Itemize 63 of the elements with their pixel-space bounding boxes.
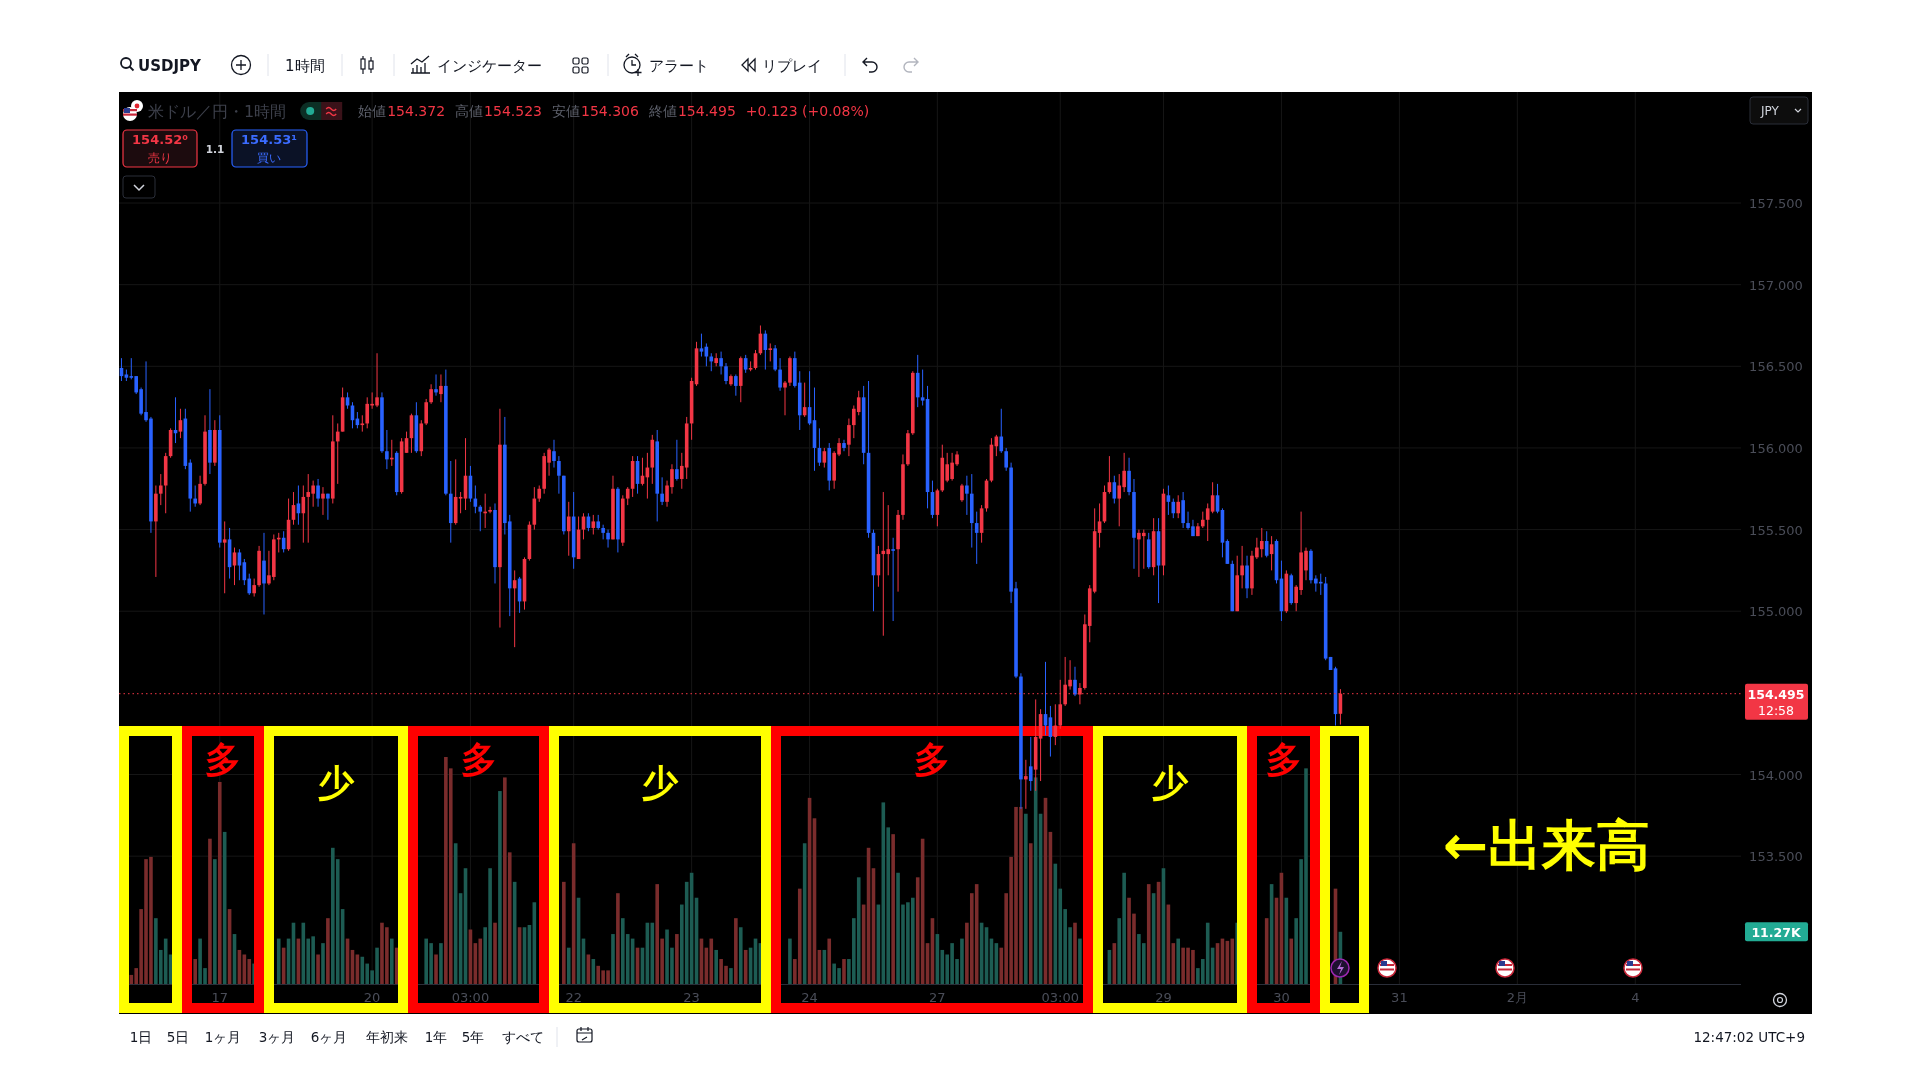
volume-scale-label: 11.27K: [1745, 922, 1808, 942]
annotation: 1時間: [285, 57, 325, 75]
annotation: 154.53¹: [241, 132, 297, 147]
x-tick-label: 4: [1631, 990, 1640, 1005]
ohlc-label: 始値: [358, 103, 387, 119]
annotation: インジケーター: [437, 57, 542, 75]
annotation: すべて: [502, 1029, 544, 1045]
y-tick-label: 157.000: [1749, 277, 1803, 293]
ohlc-value: 154.306: [581, 103, 639, 119]
x-tick-label: 22: [565, 990, 582, 1005]
annotation: 年初来: [366, 1029, 408, 1045]
y-tick-label: 153.500: [1749, 849, 1803, 865]
ohlc-value: 154.372: [387, 103, 446, 119]
ohlc-label: 高値: [455, 103, 484, 119]
annotation: USDJPY: [138, 57, 201, 75]
ohlc-value: +0.123 (+0.08%): [745, 103, 870, 119]
annotation: JPY: [1761, 104, 1779, 118]
annotation: 1ヶ月: [204, 1029, 242, 1045]
annotation: 少: [642, 762, 678, 803]
annotation: 多: [460, 739, 497, 780]
annotation: 売り: [148, 151, 172, 165]
ohlc-value: 154.523: [484, 103, 542, 119]
annotation: 多: [205, 739, 241, 780]
ref-line-label: 154.495 12:58: [1747, 686, 1805, 718]
annotation: 多: [1265, 739, 1302, 780]
annotation: 1.1: [205, 143, 225, 155]
annotation: 1年: [424, 1029, 448, 1045]
x-tick-label: 27: [929, 990, 946, 1005]
annotation: 6ヶ月: [310, 1029, 348, 1045]
annotation: リプレイ: [762, 57, 822, 75]
ohlc-value: 154.495: [677, 103, 736, 119]
x-tick-label: 20: [363, 990, 381, 1005]
annotation: 5日: [166, 1029, 190, 1045]
y-tick-label: 155.500: [1749, 522, 1803, 538]
y-tick-label: 156.500: [1749, 359, 1803, 375]
x-tick-label: 03:00: [451, 990, 490, 1005]
annotation: 買い: [257, 151, 281, 165]
y-tick-label: 157.500: [1749, 196, 1803, 212]
ref-line: 154.495 12:58: [118, 683, 1808, 720]
annotation: 少: [318, 762, 354, 803]
x-tick-label: 17: [211, 990, 229, 1005]
annotation: 3ヶ月: [258, 1029, 296, 1045]
annotation: 少: [1152, 762, 1188, 803]
ohlc-label: 終値: [648, 103, 677, 119]
annotation: ←出来高: [1443, 814, 1651, 877]
x-tick-label: 03:00: [1041, 990, 1079, 1005]
annotation: 12:47:02 UTC+9: [1693, 1029, 1805, 1045]
x-tick-label: 2月: [1506, 990, 1528, 1005]
x-tick-label: 24: [801, 990, 818, 1005]
annotation: アラート: [649, 57, 709, 75]
x-tick-label: 30: [1273, 990, 1290, 1005]
ohlc-label: 安値: [552, 103, 580, 119]
y-tick-label: 155.000: [1749, 604, 1803, 620]
annotation: 154.52⁰: [132, 132, 188, 147]
x-tick-label: 31: [1391, 990, 1408, 1005]
annotation: 5年: [461, 1029, 485, 1045]
title: 米ドル／円・1時間: [148, 102, 287, 121]
x-tick-label: 29: [1155, 990, 1172, 1005]
annotation: 多: [914, 739, 950, 780]
y-tick-label: 154.000: [1749, 767, 1803, 783]
annotation: 1日: [129, 1029, 153, 1045]
y-tick-label: 156.000: [1749, 440, 1803, 456]
x-tick-label: 23: [683, 990, 700, 1005]
